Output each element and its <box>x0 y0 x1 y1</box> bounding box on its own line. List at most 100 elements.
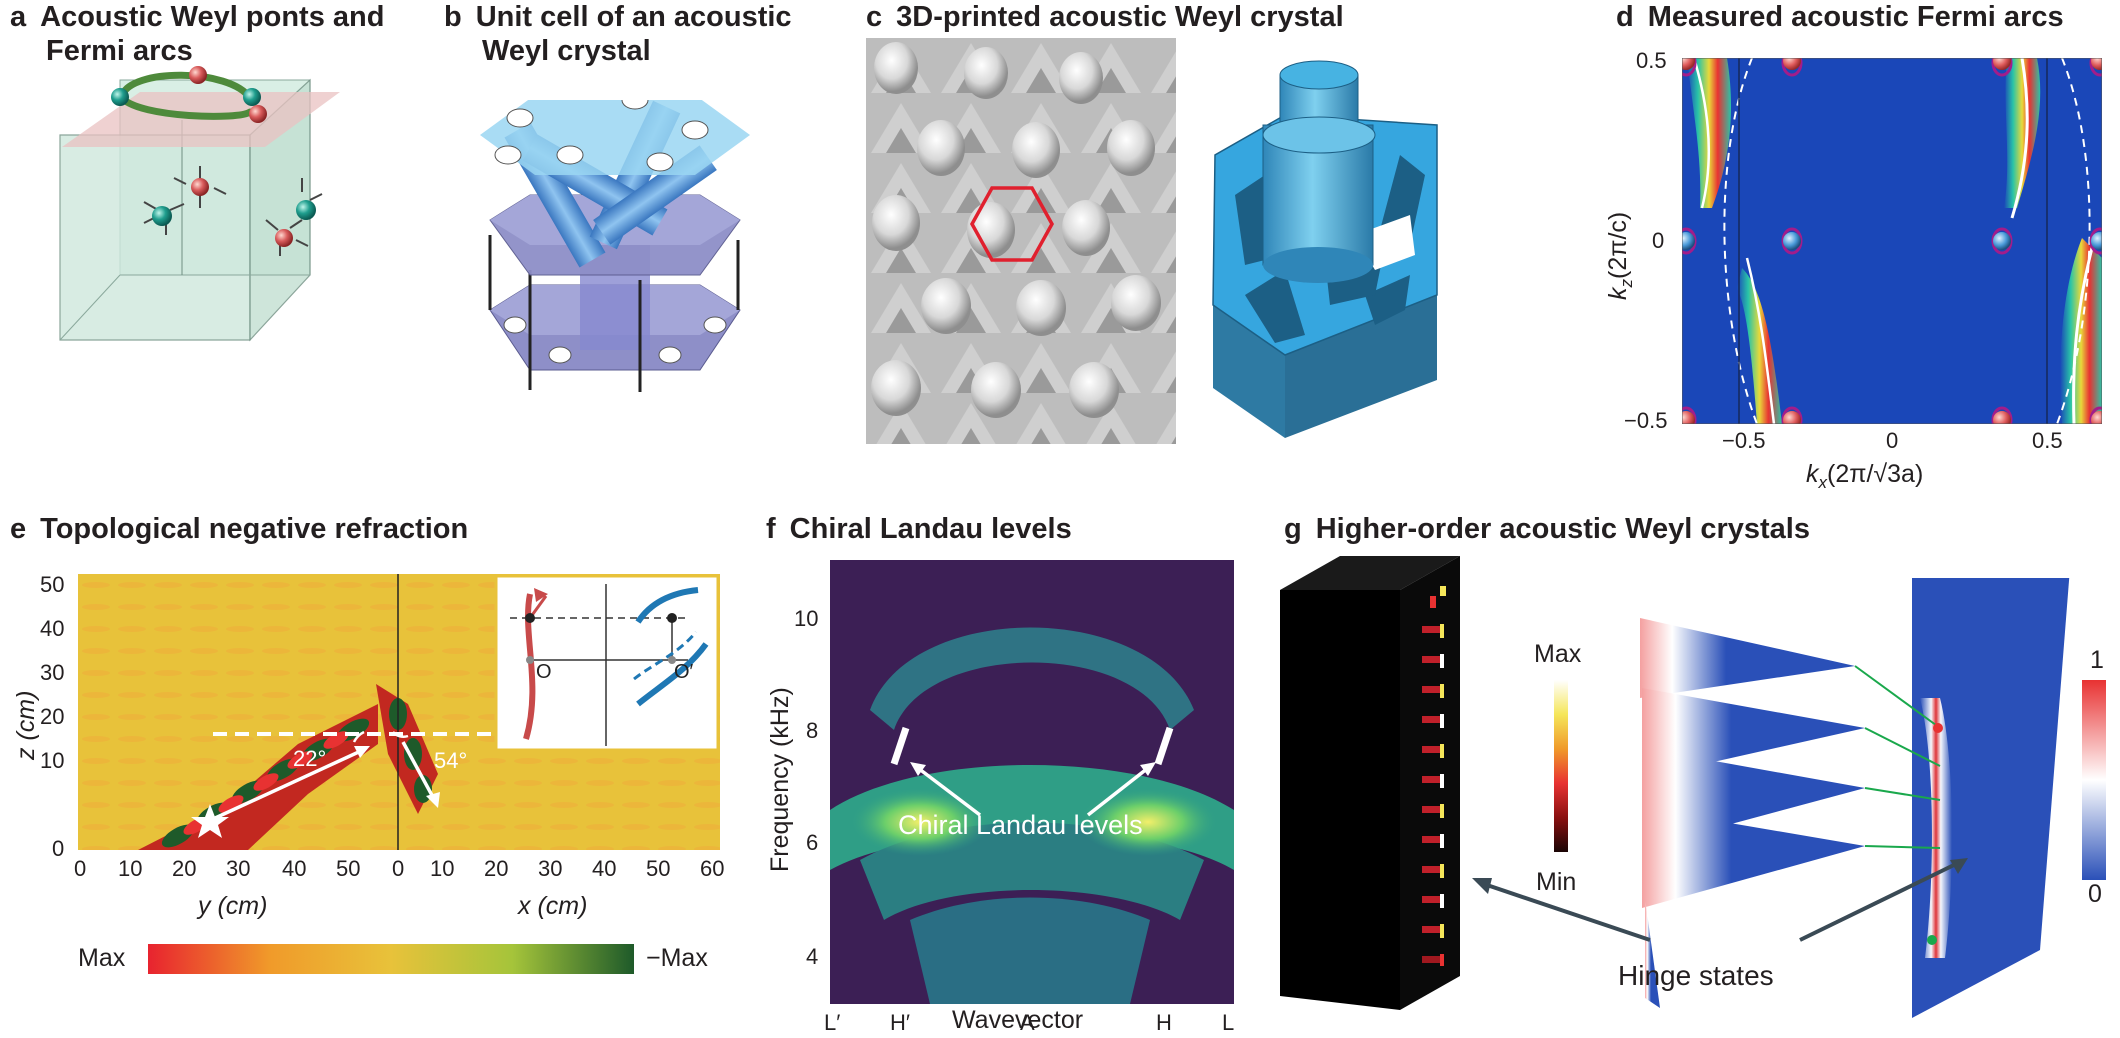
f-xtick-2: A <box>1020 1010 1035 1035</box>
e-xtick-right-1: 10 <box>430 856 455 881</box>
panel-letter: f <box>766 513 776 545</box>
hinge-plane <box>1912 578 2070 1018</box>
panel-a-title: a Acoustic Weyl ponts and <box>10 0 384 34</box>
panel-title-line1: Topological negative refraction <box>40 513 469 545</box>
panel-d-title: d Measured acoustic Fermi arcs <box>1616 0 2064 34</box>
weyl-point-teal <box>243 88 261 106</box>
g-colorbar-max: Max <box>1534 640 1582 668</box>
e-xtick-left-5: 50 <box>336 856 361 881</box>
arc-theory-line <box>1692 58 1710 209</box>
panel-letter: a <box>10 1 27 33</box>
weyl-point-red <box>191 178 209 196</box>
weyl-point-teal <box>296 200 316 220</box>
fermi-arc <box>118 94 254 120</box>
hinge-annotation-arrows <box>1472 858 1968 942</box>
arc-theory-line <box>1745 257 1776 424</box>
panel-e-title: e Topological negative refraction <box>10 512 468 546</box>
panel-letter: b <box>444 1 462 33</box>
weyl-point-red <box>249 105 267 123</box>
source-star <box>191 804 229 838</box>
hinge-crystal-block <box>1280 556 1460 1010</box>
landau-level-map: Chiral Landau levels <box>830 560 1234 1004</box>
weyl-point-teal <box>152 206 172 226</box>
block-side <box>1285 295 1437 438</box>
slice-connectors <box>1854 665 1941 849</box>
f-xtick-1: H′ <box>890 1010 911 1035</box>
xlabel-k: k <box>1806 460 1819 488</box>
e-xtick-right-4: 40 <box>592 856 617 881</box>
panel-title-line1: Acoustic Weyl ponts and <box>40 1 385 33</box>
weyl-point-teal <box>111 88 129 106</box>
g-colorbar2-max: 1 <box>2090 646 2104 674</box>
landau-marker <box>890 726 910 766</box>
angle-label-1: 22° <box>293 746 326 771</box>
printed-crystal-photo <box>866 38 1176 444</box>
arc-streak <box>1737 268 1782 424</box>
d-xtick-0: −0.5 <box>1722 428 1766 453</box>
d-xtick-2: 0.5 <box>2032 428 2063 453</box>
e-xtick-right-3: 30 <box>538 856 563 881</box>
g-colorbar2 <box>2082 680 2106 880</box>
unit-cell-block-model <box>1212 60 1438 438</box>
e-ylabel: z (cm) <box>12 690 40 760</box>
f-xtick-3: H <box>1156 1010 1172 1035</box>
xlabel-unit: (2π/√3a) <box>1827 460 1924 488</box>
panel-a-title-line2: Fermi arcs <box>46 35 193 67</box>
inset-origin2-label: O′ <box>674 661 694 683</box>
e-xtick-left-2: 20 <box>172 856 197 881</box>
hinge-marker-red <box>1933 723 1943 733</box>
e-colorbar <box>148 944 634 974</box>
refracted-ray <box>401 741 436 800</box>
dispersion-inset <box>494 574 720 752</box>
band-arc <box>870 627 1194 730</box>
d-xtick-1: 0 <box>1886 428 1899 453</box>
panel-letter: e <box>10 513 27 545</box>
e-ytick-5: 0 <box>52 836 65 861</box>
landau-annotation: Chiral Landau levels <box>898 810 1143 840</box>
hinge-state-slices <box>1640 578 2070 1018</box>
panel-title-line1: 3D-printed acoustic Weyl crystal <box>896 1 1344 33</box>
xlabel-sub: x <box>1818 473 1828 492</box>
f-ytick-2: 6 <box>806 830 819 855</box>
f-xtick-0: L′ <box>824 1010 841 1035</box>
e-xlabel-right: x (cm) <box>518 892 588 920</box>
panel-g-title: g Higher-order acoustic Weyl crystals <box>1284 512 1810 546</box>
e-xtick-right-5: 50 <box>646 856 671 881</box>
e-xtick-right-2: 20 <box>484 856 509 881</box>
block-side <box>1213 305 1285 438</box>
panel-b-diagram <box>480 100 750 392</box>
e-xtick-left-4: 40 <box>282 856 307 881</box>
d-ylabel: kz(2π/c) <box>1604 212 1637 300</box>
e-xlabel-left: y (cm) <box>198 892 268 920</box>
panel-letter: g <box>1284 513 1302 545</box>
annotation-arrow <box>916 766 982 817</box>
e-xtick-left-3: 30 <box>226 856 251 881</box>
d-xlabel: kx(2π/√3a) <box>1806 460 1923 493</box>
g-colorbar-min: Min <box>1536 868 1577 896</box>
hinge-marker-green <box>1927 935 1937 945</box>
e-colorbar-max: Max <box>78 944 126 972</box>
ylabel-unit: (2π/c) <box>1604 211 1632 279</box>
e-ytick-2: 30 <box>40 660 65 685</box>
annotation-arrow <box>1086 766 1150 817</box>
e-xtick-right-6: 60 <box>700 856 725 881</box>
e-xtick-left-0: 0 <box>74 856 87 881</box>
unit-cell-hexagon <box>969 186 1055 262</box>
angle-label-2: 54° <box>434 748 467 773</box>
top-hexagon <box>480 100 750 175</box>
weyl-balls <box>1682 58 2102 424</box>
e-ytick-1: 40 <box>40 616 65 641</box>
panel-title-line1: Higher-order acoustic Weyl crystals <box>1315 513 1810 545</box>
f-ylabel: Frequency (kHz) <box>766 687 794 872</box>
arc-theory-line <box>2072 247 2094 424</box>
panel-b-title-line2: Weyl crystal <box>482 35 651 67</box>
panel-letter: d <box>1616 1 1634 33</box>
landau-marker <box>1154 726 1174 766</box>
d-ytick-2: −0.5 <box>1624 408 1668 433</box>
d-ytick-0: 0.5 <box>1636 48 1667 73</box>
e-ytick-3: 20 <box>40 704 65 729</box>
g-colorbar2-min: 0 <box>2088 880 2102 908</box>
arc-streak <box>2004 58 2041 208</box>
inset-origin-label: O <box>536 661 552 683</box>
f-xtick-4: L <box>1222 1010 1235 1035</box>
